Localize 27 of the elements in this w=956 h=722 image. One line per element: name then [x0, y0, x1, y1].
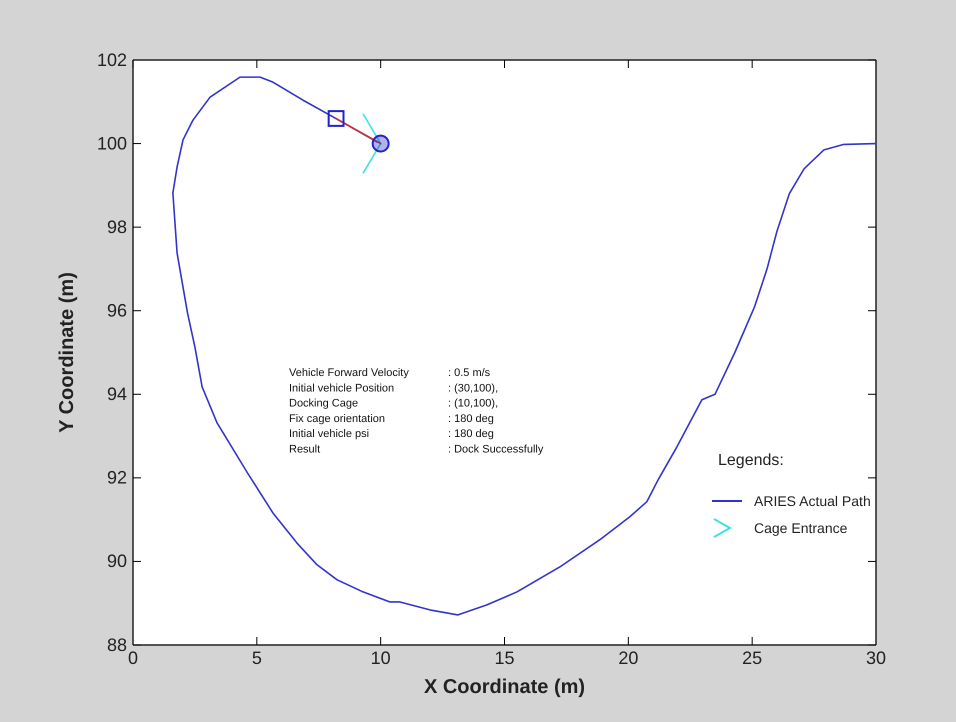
- y-tick-label: 96: [106, 300, 127, 320]
- y-axis-title: Y Coordinate (m): [56, 272, 78, 433]
- legend-title: Legends:: [718, 452, 784, 469]
- legend-label: ARIES Actual Path: [754, 493, 871, 509]
- text: Result : Dock Successfully: [289, 444, 544, 456]
- y-tick-label: 88: [106, 634, 127, 655]
- text: Fix cage orientation : 180 deg: [289, 412, 494, 425]
- x-tick-label: 30: [866, 648, 886, 668]
- y-tick-label: 98: [106, 216, 127, 237]
- x-tick-label: 25: [742, 648, 762, 668]
- y-tick-label: 102: [96, 50, 127, 70]
- y-tick-label: 100: [96, 133, 127, 154]
- x-tick-label: 10: [370, 648, 391, 668]
- text: Initial vehicle Position : (30,100),: [289, 382, 498, 394]
- legend-label: Cage Entrance: [754, 520, 848, 536]
- x-tick-label: 20: [618, 648, 638, 668]
- x-axis-title: X Coordinate (m): [424, 676, 586, 698]
- text: Docking Cage : (10,100),: [289, 398, 498, 410]
- line-series: [172, 76, 877, 616]
- x-tick-label: 15: [494, 648, 515, 668]
- y-tick-label: 94: [106, 384, 127, 404]
- y-tick-label: 92: [106, 468, 127, 488]
- x-tick-label: 5: [252, 648, 262, 668]
- y-tick-label: 90: [106, 551, 127, 572]
- x-tick-label: 0: [128, 648, 138, 668]
- text: Initial vehicle psi : 180 deg: [289, 428, 494, 440]
- text: Vehicle Forward Velocity : 0.5 m/s: [289, 367, 490, 379]
